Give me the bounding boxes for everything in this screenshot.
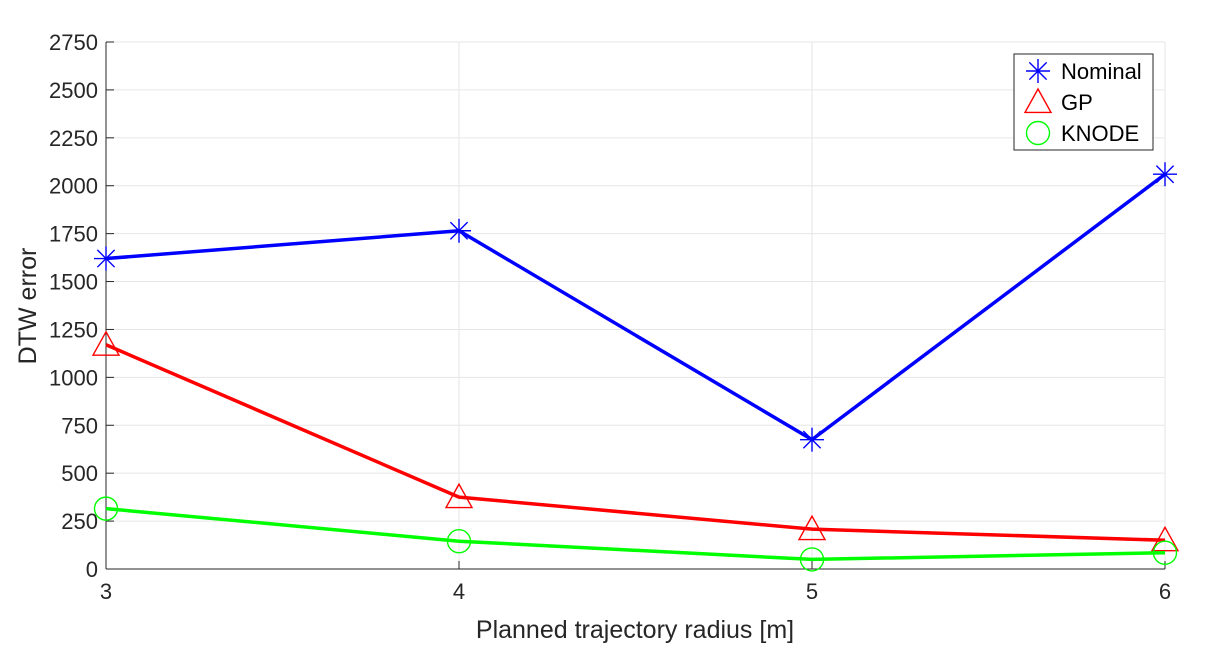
y-tick-label: 2750	[49, 30, 98, 55]
y-tick-label: 1250	[49, 317, 98, 342]
y-tick-label: 0	[86, 557, 98, 582]
grid-layer	[105, 41, 1166, 570]
series-line-knode	[105, 506, 1166, 562]
y-tick-label: 500	[61, 461, 98, 486]
y-tick-label: 2500	[49, 78, 98, 103]
legend-marker-gp	[1023, 87, 1053, 114]
data-point-nominal	[94, 246, 118, 271]
x-tick-label: 3	[100, 579, 112, 604]
data-point-nominal	[800, 427, 824, 452]
series-layer	[91, 162, 1180, 572]
x-tick-label: 4	[453, 579, 465, 604]
data-point-gp	[444, 482, 474, 509]
y-tick-label: 1750	[49, 222, 98, 247]
series-line-gp	[105, 343, 1166, 543]
data-point-gp	[91, 330, 121, 356]
legend-marker-nominal	[1026, 59, 1050, 83]
labels-layer: 0 250 500 750 1000 1250 1500 1750 2000 2250 2500 27…	[49, 30, 1171, 604]
data-point-knode	[799, 547, 825, 572]
series-line-nominal	[105, 172, 1167, 442]
data-point-nominal	[447, 218, 471, 243]
y-tick-label: 1000	[49, 365, 98, 390]
data-point-gp	[1150, 525, 1180, 552]
y-tick-label: 2000	[49, 174, 98, 199]
x-axis-title: Planned trajectory radius [m]	[476, 616, 794, 644]
data-point-knode	[93, 496, 119, 521]
legend-label-gp: GP	[1061, 90, 1093, 115]
x-tick-label: 6	[1159, 579, 1171, 604]
y-tick-label: 2250	[49, 126, 98, 151]
x-tick-label: 5	[806, 579, 818, 604]
y-tick-label: 250	[61, 509, 98, 534]
y-tick-label: 1500	[49, 270, 98, 295]
data-point-knode	[1152, 540, 1178, 565]
data-point-gp	[797, 514, 827, 541]
axes-layer	[105, 41, 1166, 570]
legend: Nominal GP KNODE	[1013, 53, 1154, 151]
legend-label-knode: KNODE	[1061, 121, 1139, 146]
legend-label-nominal: Nominal	[1061, 59, 1142, 84]
legend-marker-knode	[1025, 120, 1051, 146]
data-point-knode	[446, 529, 472, 554]
y-axis-title: DTW error	[14, 248, 42, 365]
y-tick-label: 750	[61, 413, 98, 438]
data-point-nominal	[1153, 162, 1177, 187]
